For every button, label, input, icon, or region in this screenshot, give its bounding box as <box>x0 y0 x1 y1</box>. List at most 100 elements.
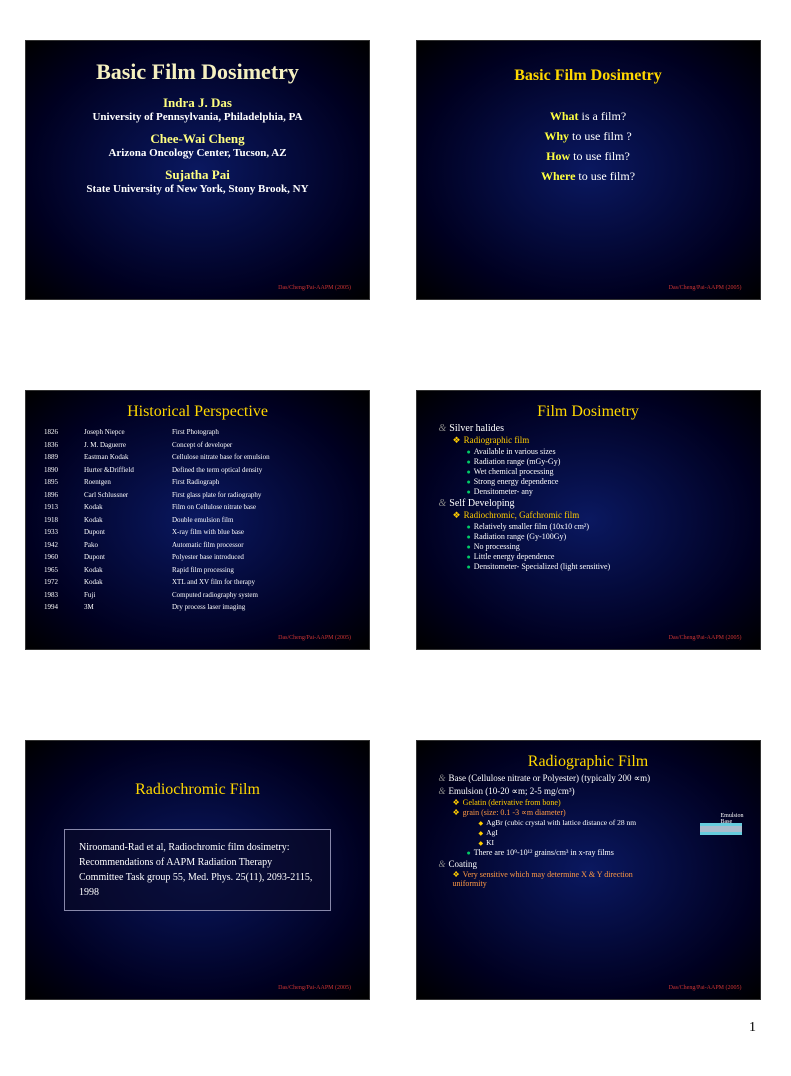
question-line: What is a film? <box>435 109 742 124</box>
slide-3: Historical Perspective 1826 Joseph Niepce… <box>25 390 370 650</box>
timeline-year: 1983 <box>44 590 76 601</box>
timeline-event: Concept of developer <box>172 440 351 451</box>
timeline-person: Kodak <box>84 502 164 513</box>
bullet: ●Densitometer- any <box>467 487 742 496</box>
bullet: ◆KI <box>479 838 742 847</box>
bullet: ●Radiation range (mGy-Gy) <box>467 457 742 466</box>
slide-title: Radiographic Film <box>435 753 742 771</box>
timeline-event: Automatic film processor <box>172 540 351 551</box>
timeline-person: Kodak <box>84 515 164 526</box>
timeline-event: X-ray film with blue base <box>172 527 351 538</box>
bullet: &Base (Cellulose nitrate or Polyester) (… <box>439 773 742 784</box>
timeline-person: Dupont <box>84 527 164 538</box>
timeline-event: Film on Cellulose nitrate base <box>172 502 351 513</box>
question-line: Where to use film? <box>435 169 742 184</box>
timeline-year: 1890 <box>44 465 76 476</box>
bullet: ❖Radiographic film <box>453 435 742 446</box>
slide-title: Basic Film Dosimetry <box>435 67 742 85</box>
bullet: &Silver halides <box>439 423 742 434</box>
timeline-year: 1933 <box>44 527 76 538</box>
timeline-year: 1994 <box>44 602 76 613</box>
slide-handout-grid: Basic Film Dosimetry Indra J. Das Univer… <box>25 40 766 1000</box>
footer-note: Das/Cheng/Pai-AAPM (2005) <box>278 285 351 291</box>
bullet: &Emulsion (10-20 ∝m; 2-5 mg/cm³) <box>439 786 742 797</box>
footer-note: Das/Cheng/Pai-AAPM (2005) <box>669 635 742 641</box>
slide-4: Film Dosimetry &Silver halides ❖Radiogra… <box>416 390 761 650</box>
timeline-person: Carl Schlussner <box>84 490 164 501</box>
bullet: ●Available in various sizes <box>467 447 742 456</box>
footer-note: Das/Cheng/Pai-AAPM (2005) <box>669 985 742 991</box>
bullet: ●Strong energy dependence <box>467 477 742 486</box>
question-line: How to use film? <box>435 149 742 164</box>
timeline-event: First glass plate for radiography <box>172 490 351 501</box>
bullet: ●Little energy dependence <box>467 552 742 561</box>
slide-2: Basic Film Dosimetry What is a film? Why… <box>416 40 761 300</box>
slide-title: Historical Perspective <box>44 403 351 421</box>
slide-title: Radiochromic Film <box>44 781 351 799</box>
bullet: &Coating <box>439 859 742 869</box>
bullet: ❖Gelatin (derivative from bone) <box>453 798 742 807</box>
bullet: ●There are 10⁹-10¹² grains/cm³ in x-ray … <box>467 848 742 857</box>
timeline-year: 1972 <box>44 577 76 588</box>
author-institution: Arizona Oncology Center, Tucson, AZ <box>44 147 351 159</box>
footer-note: Das/Cheng/Pai-AAPM (2005) <box>669 285 742 291</box>
timeline-event: Dry process laser imaging <box>172 602 351 613</box>
timeline-person: Eastman Kodak <box>84 452 164 463</box>
timeline-year: 1826 <box>44 427 76 438</box>
timeline-person: 3M <box>84 602 164 613</box>
page-number: 1 <box>25 1020 766 1036</box>
timeline-event: XTL and XV film for therapy <box>172 577 351 588</box>
timeline-event: Double emulsion film <box>172 515 351 526</box>
timeline-year: 1942 <box>44 540 76 551</box>
question-line: Why to use film ? <box>435 129 742 144</box>
timeline-person: Joseph Niepce <box>84 427 164 438</box>
timeline-event: Defined the term optical density <box>172 465 351 476</box>
timeline-event: Cellulose nitrate base for emulsion <box>172 452 351 463</box>
slide-5: Radiochromic Film Niroomand-Rad et al, R… <box>25 740 370 1000</box>
timeline-person: Pako <box>84 540 164 551</box>
timeline-person: Roentgen <box>84 477 164 488</box>
slide-title: Basic Film Dosimetry <box>44 59 351 85</box>
author-institution: University of Pennsylvania, Philadelphia… <box>44 111 351 123</box>
author-name: Indra J. Das <box>44 95 351 111</box>
timeline-event: Computed radiography system <box>172 590 351 601</box>
timeline-year: 1918 <box>44 515 76 526</box>
timeline-person: Hurter &Driffield <box>84 465 164 476</box>
bullet: ●Wet chemical processing <box>467 467 742 476</box>
timeline-event: Polyester base introduced <box>172 552 351 563</box>
slide-title: Film Dosimetry <box>435 403 742 421</box>
bullet: ❖Very sensitive which may determine X & … <box>453 870 653 888</box>
timeline-person: Kodak <box>84 565 164 576</box>
author-name: Sujatha Pai <box>44 167 351 183</box>
bullet: ●Radiation range (Gy-100Gy) <box>467 532 742 541</box>
footer-note: Das/Cheng/Pai-AAPM (2005) <box>278 635 351 641</box>
film-diagram-icon <box>700 823 742 835</box>
bullet: ❖Radiochromic, Gafchromic film <box>453 510 742 521</box>
timeline-person: Fuji <box>84 590 164 601</box>
timeline-event: Rapid film processing <box>172 565 351 576</box>
timeline-table: 1826 Joseph Niepce First Photograph 1836 J. … <box>44 427 351 613</box>
timeline-person: Kodak <box>84 577 164 588</box>
bullet: ●No processing <box>467 542 742 551</box>
slide-1: Basic Film Dosimetry Indra J. Das Univer… <box>25 40 370 300</box>
bullet: ●Relatively smaller film (10x10 cm²) <box>467 522 742 531</box>
timeline-year: 1896 <box>44 490 76 501</box>
timeline-event: First Radiograph <box>172 477 351 488</box>
timeline-event: First Photograph <box>172 427 351 438</box>
bullet: ●Densitometer- Specialized (light sensit… <box>467 562 742 571</box>
timeline-year: 1895 <box>44 477 76 488</box>
timeline-person: J. M. Daguerre <box>84 440 164 451</box>
timeline-year: 1889 <box>44 452 76 463</box>
timeline-year: 1913 <box>44 502 76 513</box>
timeline-year: 1836 <box>44 440 76 451</box>
bullet: ❖grain (size: 0.1 -3 ∝m diameter) <box>453 808 742 817</box>
timeline-year: 1965 <box>44 565 76 576</box>
timeline-year: 1960 <box>44 552 76 563</box>
footer-note: Das/Cheng/Pai-AAPM (2005) <box>278 985 351 991</box>
author-institution: State University of New York, Stony Broo… <box>44 183 351 195</box>
reference-box: Niroomand-Rad et al, Radiochromic film d… <box>64 829 331 911</box>
slide-6: Radiographic Film &Base (Cellulose nitra… <box>416 740 761 1000</box>
bullet: &Self Developing <box>439 498 742 509</box>
author-name: Chee-Wai Cheng <box>44 131 351 147</box>
timeline-person: Dupont <box>84 552 164 563</box>
